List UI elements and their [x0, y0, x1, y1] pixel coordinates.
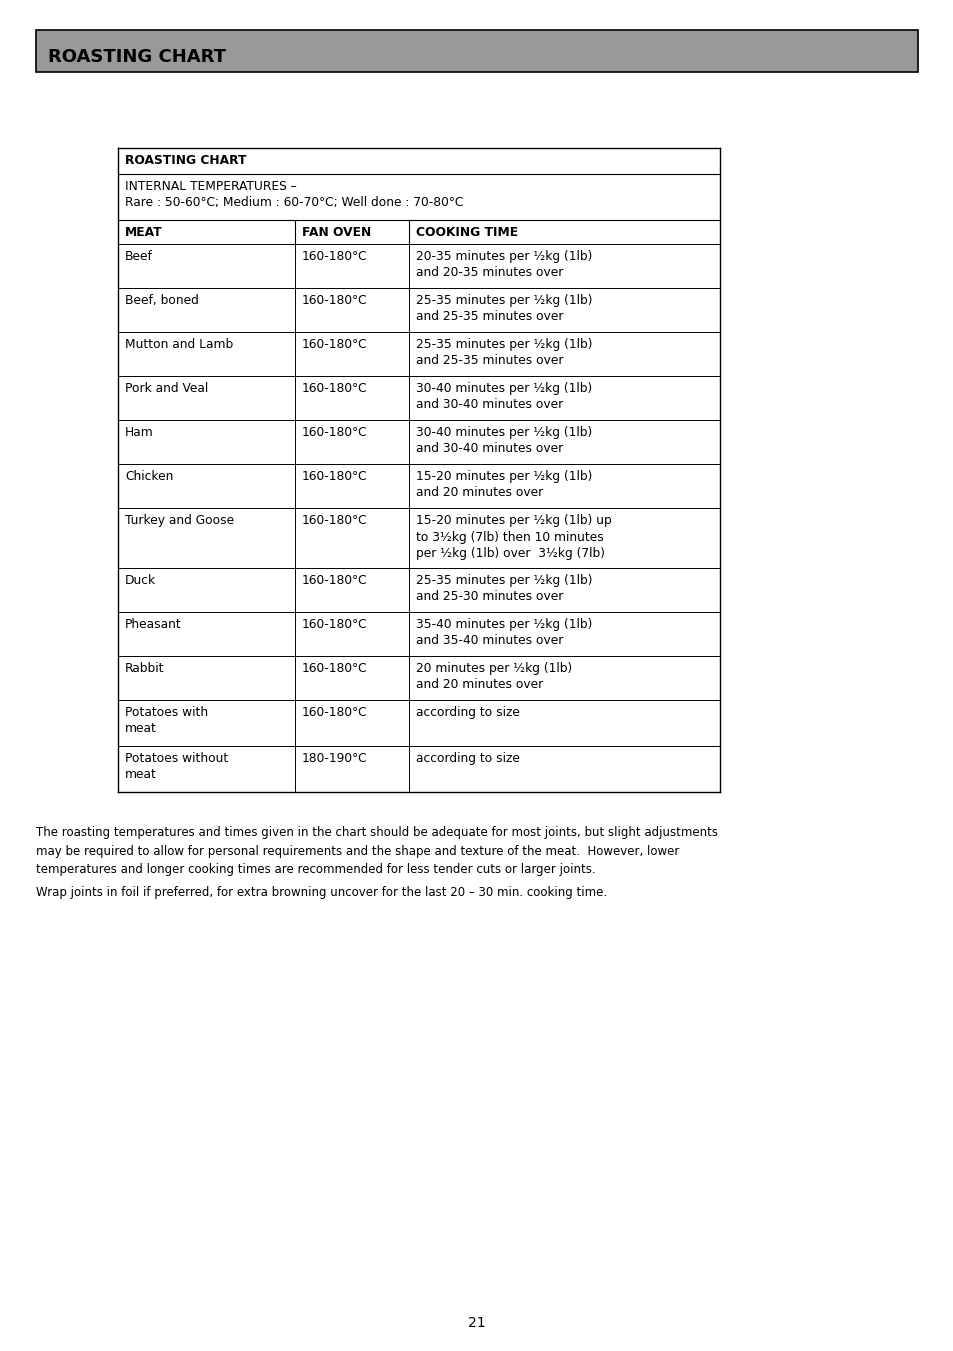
- Text: The roasting temperatures and times given in the chart should be adequate for mo: The roasting temperatures and times give…: [36, 825, 718, 875]
- Text: Pheasant: Pheasant: [125, 617, 182, 631]
- Text: 25-35 minutes per ½kg (1lb)
and 25-30 minutes over: 25-35 minutes per ½kg (1lb) and 25-30 mi…: [416, 574, 592, 604]
- Text: Pork and Veal: Pork and Veal: [125, 382, 208, 394]
- Text: Potatoes with
meat: Potatoes with meat: [125, 707, 208, 735]
- Text: Potatoes without
meat: Potatoes without meat: [125, 753, 228, 781]
- Text: 35-40 minutes per ½kg (1lb)
and 35-40 minutes over: 35-40 minutes per ½kg (1lb) and 35-40 mi…: [416, 617, 592, 647]
- Text: 21: 21: [468, 1316, 485, 1329]
- Text: ROASTING CHART: ROASTING CHART: [125, 154, 246, 168]
- Text: 160-180°C: 160-180°C: [302, 470, 367, 484]
- Text: 25-35 minutes per ½kg (1lb)
and 25-35 minutes over: 25-35 minutes per ½kg (1lb) and 25-35 mi…: [416, 338, 592, 367]
- Text: Rabbit: Rabbit: [125, 662, 164, 676]
- Text: INTERNAL TEMPERATURES –: INTERNAL TEMPERATURES –: [125, 180, 296, 193]
- Text: 160-180°C: 160-180°C: [302, 574, 367, 586]
- Text: according to size: according to size: [416, 707, 519, 719]
- Text: Beef, boned: Beef, boned: [125, 295, 198, 307]
- Text: Ham: Ham: [125, 426, 153, 439]
- Text: COOKING TIME: COOKING TIME: [416, 226, 517, 239]
- Text: 160-180°C: 160-180°C: [302, 338, 367, 351]
- Text: 20-35 minutes per ½kg (1lb)
and 20-35 minutes over: 20-35 minutes per ½kg (1lb) and 20-35 mi…: [416, 250, 592, 280]
- Text: 160-180°C: 160-180°C: [302, 617, 367, 631]
- Text: 160-180°C: 160-180°C: [302, 707, 367, 719]
- Text: ROASTING CHART: ROASTING CHART: [48, 49, 226, 66]
- Text: 160-180°C: 160-180°C: [302, 662, 367, 676]
- Text: 160-180°C: 160-180°C: [302, 382, 367, 394]
- Text: Beef: Beef: [125, 250, 152, 263]
- Text: Mutton and Lamb: Mutton and Lamb: [125, 338, 233, 351]
- Text: 20 minutes per ½kg (1lb)
and 20 minutes over: 20 minutes per ½kg (1lb) and 20 minutes …: [416, 662, 572, 692]
- Text: 160-180°C: 160-180°C: [302, 513, 367, 527]
- Text: FAN OVEN: FAN OVEN: [302, 226, 371, 239]
- Text: Chicken: Chicken: [125, 470, 173, 484]
- Text: 160-180°C: 160-180°C: [302, 426, 367, 439]
- Text: 160-180°C: 160-180°C: [302, 295, 367, 307]
- Text: Duck: Duck: [125, 574, 156, 586]
- Text: 180-190°C: 180-190°C: [302, 753, 367, 765]
- Text: MEAT: MEAT: [125, 226, 162, 239]
- Text: 15-20 minutes per ½kg (1lb)
and 20 minutes over: 15-20 minutes per ½kg (1lb) and 20 minut…: [416, 470, 592, 500]
- Text: Turkey and Goose: Turkey and Goose: [125, 513, 233, 527]
- Text: 15-20 minutes per ½kg (1lb) up
to 3½kg (7lb) then 10 minutes
per ½kg (1lb) over : 15-20 minutes per ½kg (1lb) up to 3½kg (…: [416, 513, 611, 561]
- Text: Rare : 50-60°C; Medium : 60-70°C; Well done : 70-80°C: Rare : 50-60°C; Medium : 60-70°C; Well d…: [125, 196, 463, 209]
- Text: 30-40 minutes per ½kg (1lb)
and 30-40 minutes over: 30-40 minutes per ½kg (1lb) and 30-40 mi…: [416, 382, 592, 412]
- Text: according to size: according to size: [416, 753, 519, 765]
- Text: 25-35 minutes per ½kg (1lb)
and 25-35 minutes over: 25-35 minutes per ½kg (1lb) and 25-35 mi…: [416, 295, 592, 323]
- Text: 160-180°C: 160-180°C: [302, 250, 367, 263]
- Bar: [36, 30, 917, 72]
- Text: 30-40 minutes per ½kg (1lb)
and 30-40 minutes over: 30-40 minutes per ½kg (1lb) and 30-40 mi…: [416, 426, 592, 455]
- Text: Wrap joints in foil if preferred, for extra browning uncover for the last 20 – 3: Wrap joints in foil if preferred, for ex…: [36, 886, 606, 898]
